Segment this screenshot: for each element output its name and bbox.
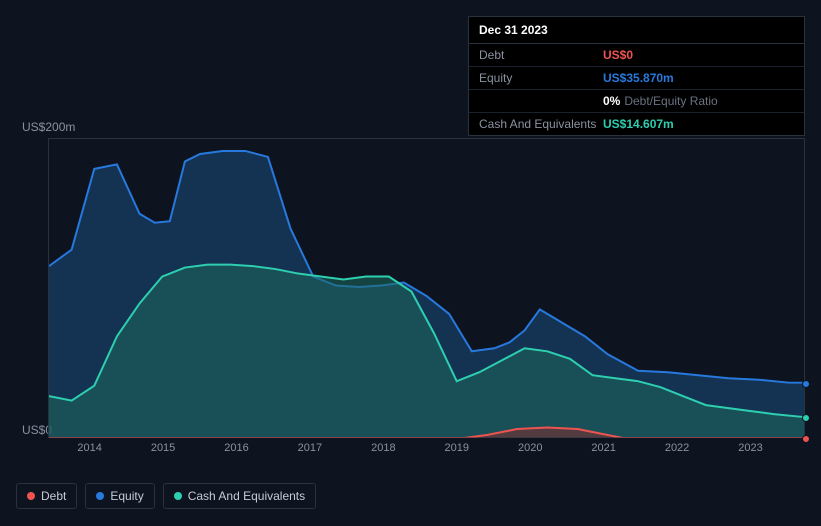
end-dot-equity bbox=[802, 380, 810, 388]
tooltip-row: EquityUS$35.870m bbox=[469, 67, 804, 90]
x-tick: 2018 bbox=[371, 442, 395, 454]
x-tick: 2020 bbox=[518, 442, 542, 454]
tooltip-rows: DebtUS$0EquityUS$35.870m0%Debt/Equity Ra… bbox=[469, 44, 804, 135]
legend-label: Equity bbox=[110, 489, 143, 503]
x-tick: 2014 bbox=[77, 442, 101, 454]
tooltip-value: US$0 bbox=[603, 48, 633, 62]
x-tick: 2023 bbox=[738, 442, 762, 454]
chart-tooltip: Dec 31 2023 DebtUS$0EquityUS$35.870m0%De… bbox=[468, 16, 805, 136]
tooltip-value: US$35.870m bbox=[603, 71, 674, 85]
x-tick: 2015 bbox=[151, 442, 175, 454]
legend-label: Cash And Equivalents bbox=[188, 489, 305, 503]
x-axis: 2014 2015 2016 2017 2018 2019 2020 2021 2022 2023 bbox=[48, 442, 805, 462]
legend-dot-icon bbox=[96, 492, 104, 500]
area-cash-and-equivalents bbox=[49, 265, 804, 438]
legend-item-cash-and-equivalents[interactable]: Cash And Equivalents bbox=[163, 483, 316, 509]
tooltip-value: US$14.607m bbox=[603, 117, 674, 131]
legend-item-equity[interactable]: Equity bbox=[85, 483, 154, 509]
end-dot-cash-and-equivalents bbox=[802, 414, 810, 422]
legend-item-debt[interactable]: Debt bbox=[16, 483, 77, 509]
financials-area-chart: US$200m US$0 201420152016201720182019202… bbox=[16, 120, 805, 465]
plot-area[interactable] bbox=[48, 138, 805, 438]
x-tick: 2017 bbox=[298, 442, 322, 454]
x-tick: 2016 bbox=[224, 442, 248, 454]
tooltip-ratio-text: Debt/Equity Ratio bbox=[624, 94, 717, 108]
x-tick: 2021 bbox=[591, 442, 615, 454]
x-tick: 2019 bbox=[445, 442, 469, 454]
tooltip-row: 0% Debt/Equity Ratio bbox=[469, 90, 804, 113]
tooltip-row: Cash And EquivalentsUS$14.607m bbox=[469, 113, 804, 135]
tooltip-label: Cash And Equivalents bbox=[479, 117, 603, 131]
chart-legend: Debt Equity Cash And Equivalents bbox=[16, 483, 316, 509]
tooltip-ratio-pct: 0% bbox=[603, 94, 620, 108]
y-axis-max-label: US$200m bbox=[22, 120, 75, 134]
tooltip-label: Equity bbox=[479, 71, 603, 85]
x-tick: 2022 bbox=[665, 442, 689, 454]
legend-label: Debt bbox=[41, 489, 66, 503]
legend-dot-icon bbox=[174, 492, 182, 500]
tooltip-date: Dec 31 2023 bbox=[469, 17, 804, 44]
tooltip-row: DebtUS$0 bbox=[469, 44, 804, 67]
tooltip-label: Debt bbox=[479, 48, 603, 62]
tooltip-label bbox=[479, 94, 603, 108]
legend-dot-icon bbox=[27, 492, 35, 500]
chart-svg bbox=[49, 139, 804, 438]
